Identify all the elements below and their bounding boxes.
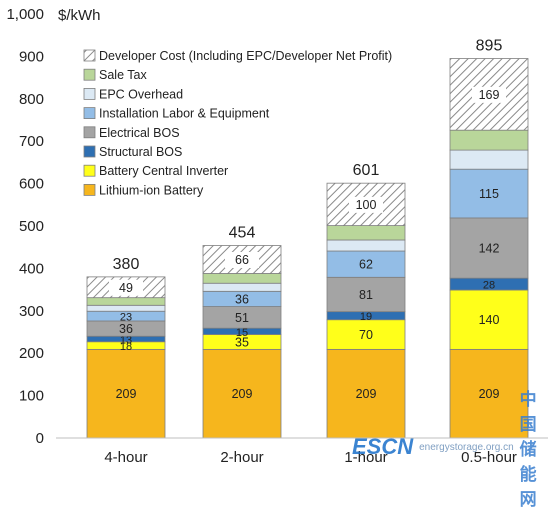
data-label: 62	[359, 258, 373, 272]
bar-segment	[326, 250, 406, 278]
bar-segment	[449, 149, 529, 170]
x-axis: 4-hour 2-hour 1-hour 0.5-hour	[56, 437, 548, 466]
legend-entry: Installation Labor & Equipment	[99, 107, 270, 121]
bar-segment	[86, 304, 166, 312]
stacked-bar-chart: 0 100 200 300 400 500 600 700 800 900 1,000 $/kWh 2…	[6, 6, 548, 466]
data-label-bg	[109, 279, 143, 296]
data-label: 13	[120, 334, 132, 346]
data-label: 115	[479, 187, 499, 201]
y-tick-label: 600	[19, 176, 44, 193]
bar-segment	[449, 168, 529, 219]
data-label: 142	[479, 242, 500, 256]
y-axis-label: $/kWh	[58, 7, 101, 24]
data-label: 209	[479, 387, 500, 401]
data-label: 18	[120, 341, 132, 353]
legend-entry: Battery Central Inverter	[99, 164, 228, 178]
data-label-bg	[349, 196, 383, 213]
y-tick-label: 100	[19, 388, 44, 405]
data-label: 140	[479, 313, 500, 327]
total-label: 601	[353, 162, 380, 179]
data-label: 28	[483, 280, 495, 292]
bar-segment	[202, 282, 282, 292]
legend-swatch	[83, 145, 96, 158]
legend-swatch	[83, 126, 96, 139]
data-label: 49	[119, 281, 133, 295]
legend-entry: EPC Overhead	[99, 87, 183, 101]
legend-entry: Developer Cost (Including EPC/Developer …	[99, 49, 392, 63]
data-label: 23	[120, 312, 132, 324]
total-label: 895	[476, 38, 503, 55]
bar-segment	[449, 129, 529, 151]
bar-segment	[202, 348, 282, 439]
legend: Developer Cost (Including EPC/Developer …	[83, 49, 392, 197]
bar-segment	[326, 348, 406, 439]
legend-swatch	[83, 88, 96, 100]
y-tick-label: 700	[19, 133, 44, 150]
y-axis: 0 100 200 300 400 500 600 700 800 900 1,000 $/kWh	[6, 6, 100, 447]
legend-swatch	[83, 49, 96, 62]
x-tick-label: 0.5-hour	[461, 449, 517, 466]
legend-swatch	[83, 107, 96, 119]
legend-entry: Sale Tax	[99, 68, 147, 82]
bar-segment	[326, 239, 406, 252]
data-label: 51	[235, 311, 249, 325]
bar-segment	[202, 273, 282, 284]
data-label: 70	[359, 328, 373, 342]
total-label: 454	[229, 225, 256, 242]
bar-segment	[326, 319, 406, 350]
watermark-cn: 中国储能网	[519, 389, 537, 510]
bar-segment	[326, 276, 406, 313]
legend-swatch	[83, 68, 96, 81]
data-label: 169	[479, 88, 500, 102]
data-label: 36	[235, 292, 249, 306]
data-label-bg	[225, 251, 259, 268]
y-tick-label: 800	[19, 91, 44, 108]
y-tick-label: 500	[19, 218, 44, 235]
x-tick-label: 1-hour	[344, 449, 387, 466]
data-label: 81	[359, 288, 373, 302]
watermark: ESCN energystorage.org.cn 中国储能网	[352, 390, 552, 510]
total-label: 380	[113, 256, 140, 273]
data-label: 36	[119, 322, 133, 336]
data-label: 66	[235, 253, 249, 267]
y-tick-label: 1,000	[6, 6, 44, 23]
legend-entry: Lithium-ion Battery	[99, 183, 204, 197]
x-tick-label: 2-hour	[220, 449, 263, 466]
watermark-logo: ESCN	[352, 434, 414, 459]
legend-entry: Electrical BOS	[99, 126, 180, 140]
data-label: 209	[116, 387, 137, 401]
bars: 2091813362349380209351551366645420970198…	[86, 38, 529, 439]
y-tick-label: 400	[19, 260, 44, 277]
legend-swatch	[83, 183, 96, 196]
y-tick-label: 0	[36, 430, 44, 447]
data-label: 35	[235, 335, 249, 349]
data-label: 19	[360, 311, 372, 323]
bar-segment	[86, 297, 166, 306]
data-label: 100	[356, 198, 377, 212]
data-label: 209	[356, 387, 377, 401]
data-label: 15	[236, 327, 248, 339]
bar-segment	[449, 348, 529, 439]
y-tick-label: 300	[19, 303, 44, 320]
watermark-url: energystorage.org.cn	[419, 441, 514, 453]
data-label-bg	[472, 86, 506, 103]
data-label: 209	[232, 387, 253, 401]
y-tick-label: 200	[19, 345, 44, 362]
bar-segment	[326, 225, 406, 241]
legend-swatch	[83, 164, 96, 177]
legend-entry: Structural BOS	[99, 145, 182, 159]
x-tick-label: 4-hour	[104, 449, 147, 466]
y-tick-label: 900	[19, 48, 44, 65]
